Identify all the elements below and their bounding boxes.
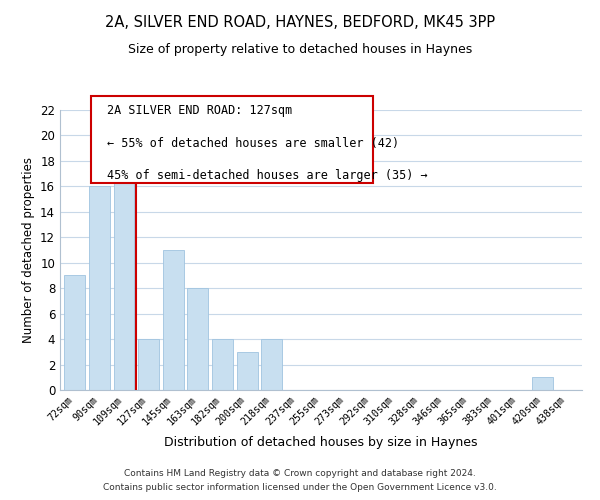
Bar <box>138 339 159 390</box>
Bar <box>532 378 553 390</box>
Text: 2A SILVER END ROAD: 127sqm: 2A SILVER END ROAD: 127sqm <box>107 104 292 118</box>
Bar <box>64 276 85 390</box>
Bar <box>261 339 282 390</box>
Bar <box>212 339 233 390</box>
Text: 45% of semi-detached houses are larger (35) →: 45% of semi-detached houses are larger (… <box>107 169 428 182</box>
Text: Size of property relative to detached houses in Haynes: Size of property relative to detached ho… <box>128 42 472 56</box>
Text: 2A, SILVER END ROAD, HAYNES, BEDFORD, MK45 3PP: 2A, SILVER END ROAD, HAYNES, BEDFORD, MK… <box>105 15 495 30</box>
X-axis label: Distribution of detached houses by size in Haynes: Distribution of detached houses by size … <box>164 436 478 448</box>
Bar <box>187 288 208 390</box>
Bar <box>113 161 134 390</box>
Text: ← 55% of detached houses are smaller (42): ← 55% of detached houses are smaller (42… <box>107 136 399 149</box>
Text: Contains public sector information licensed under the Open Government Licence v3: Contains public sector information licen… <box>103 484 497 492</box>
Bar <box>163 250 184 390</box>
Text: Contains HM Land Registry data © Crown copyright and database right 2024.: Contains HM Land Registry data © Crown c… <box>124 468 476 477</box>
Bar <box>89 186 110 390</box>
Bar <box>236 352 257 390</box>
Y-axis label: Number of detached properties: Number of detached properties <box>22 157 35 343</box>
FancyBboxPatch shape <box>91 96 373 183</box>
